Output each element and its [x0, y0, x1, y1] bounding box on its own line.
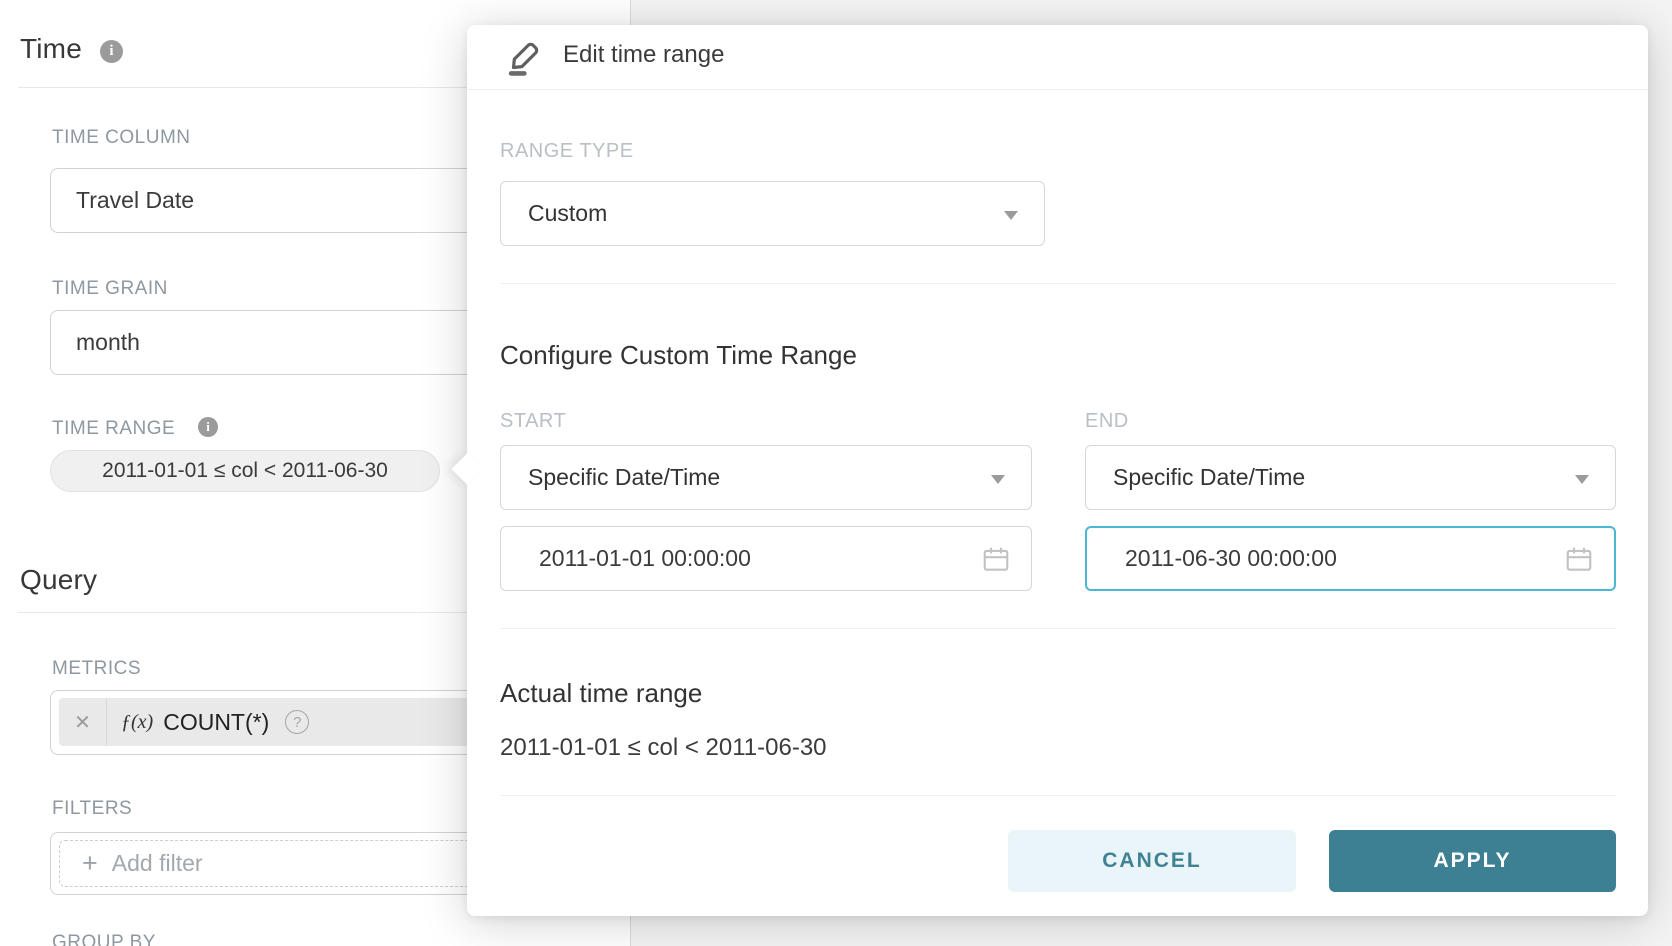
metric-help-icon[interactable]: ? — [285, 710, 310, 734]
end-label: END — [1085, 410, 1129, 432]
end-type-select[interactable]: Specific Date/Time — [1085, 445, 1616, 510]
calendar-icon — [1566, 547, 1592, 571]
time-range-label: TIME RANGE — [52, 418, 176, 439]
calendar-icon — [983, 547, 1009, 571]
metrics-label: METRICS — [52, 658, 141, 679]
start-label: START — [500, 410, 567, 432]
start-type-value: Specific Date/Time — [528, 464, 721, 490]
range-type-value: Custom — [528, 200, 608, 226]
actual-range-divider — [500, 628, 1616, 629]
metric-remove-icon[interactable]: ✕ — [74, 711, 91, 734]
chevron-down-icon — [991, 474, 1005, 484]
query-section-title: Query — [20, 564, 98, 595]
range-type-select[interactable]: Custom — [500, 181, 1045, 246]
add-filter-button[interactable]: + Add filter — [59, 840, 601, 887]
time-grain-label: TIME GRAIN — [52, 278, 168, 299]
start-datetime-value: 2011-01-01 00:00:00 — [539, 545, 751, 571]
query-section-divider — [18, 612, 610, 613]
configure-heading: Configure Custom Time Range — [500, 340, 857, 370]
start-type-select[interactable]: Specific Date/Time — [500, 445, 1032, 510]
end-datetime-input[interactable]: 2011-06-30 00:00:00 — [1085, 526, 1616, 591]
filters-label: FILTERS — [52, 798, 133, 819]
add-filter-label: Add filter — [111, 850, 203, 876]
end-type-value: Specific Date/Time — [1113, 464, 1306, 490]
time-range-pill-value: 2011-01-01 ≤ col < 2011-06-30 — [102, 459, 388, 482]
range-type-divider — [500, 283, 1616, 284]
popover-title: Edit time range — [563, 41, 725, 68]
start-datetime-input[interactable]: 2011-01-01 00:00:00 — [500, 526, 1032, 591]
metric-value: COUNT(*) — [163, 708, 270, 735]
plus-icon: + — [82, 848, 98, 878]
chevron-down-icon — [1575, 474, 1589, 484]
footer-divider — [500, 795, 1616, 796]
time-info-icon[interactable]: i — [100, 40, 123, 63]
actual-time-range-heading: Actual time range — [500, 678, 703, 708]
popover-header: Edit time range — [467, 25, 1648, 90]
group-by-label: GROUP BY — [52, 932, 156, 946]
time-grain-value: month — [76, 329, 140, 355]
time-section-divider — [18, 87, 610, 88]
apply-button[interactable]: APPLY — [1329, 830, 1616, 892]
time-range-info-icon[interactable]: i — [198, 417, 218, 437]
end-datetime-value: 2011-06-30 00:00:00 — [1125, 545, 1337, 571]
range-type-label: RANGE TYPE — [500, 140, 634, 162]
function-icon: ƒ(x) — [121, 710, 154, 733]
time-column-label: TIME COLUMN — [52, 127, 191, 148]
metric-chip-separator — [106, 698, 107, 746]
edit-pencil-icon — [508, 42, 539, 76]
time-section-title: Time — [20, 33, 82, 64]
actual-time-range-value: 2011-01-01 ≤ col < 2011-06-30 — [500, 734, 827, 761]
cancel-button[interactable]: CANCEL — [1008, 830, 1296, 892]
time-range-pill[interactable]: 2011-01-01 ≤ col < 2011-06-30 — [50, 450, 440, 492]
chevron-down-icon — [1004, 210, 1018, 220]
time-column-value: Travel Date — [76, 187, 195, 213]
edit-time-range-popover: Edit time range RANGE TYPE Custom Config… — [451, 25, 1648, 916]
